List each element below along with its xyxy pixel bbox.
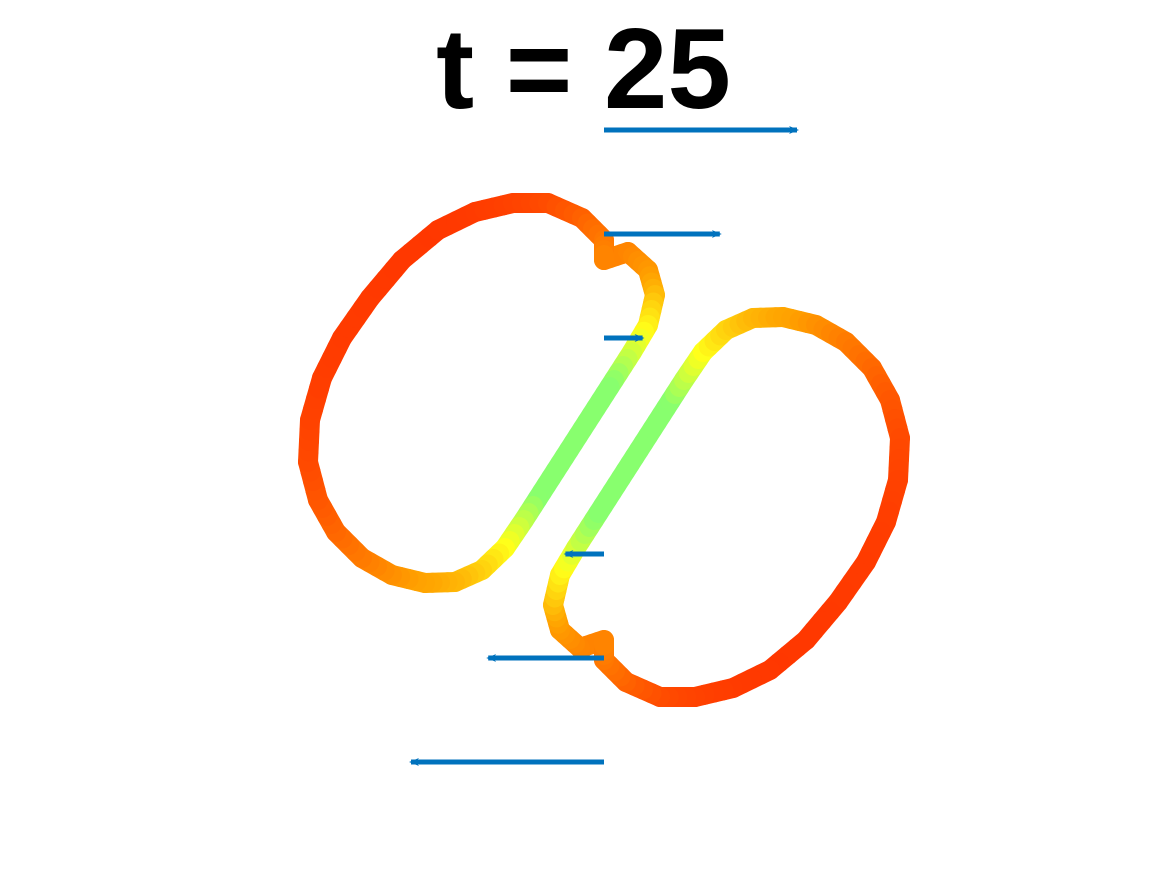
plot-title: t = 25: [436, 6, 731, 133]
deformed-loop-curve: [298, 193, 910, 707]
velocity-arrows: [409, 126, 799, 766]
